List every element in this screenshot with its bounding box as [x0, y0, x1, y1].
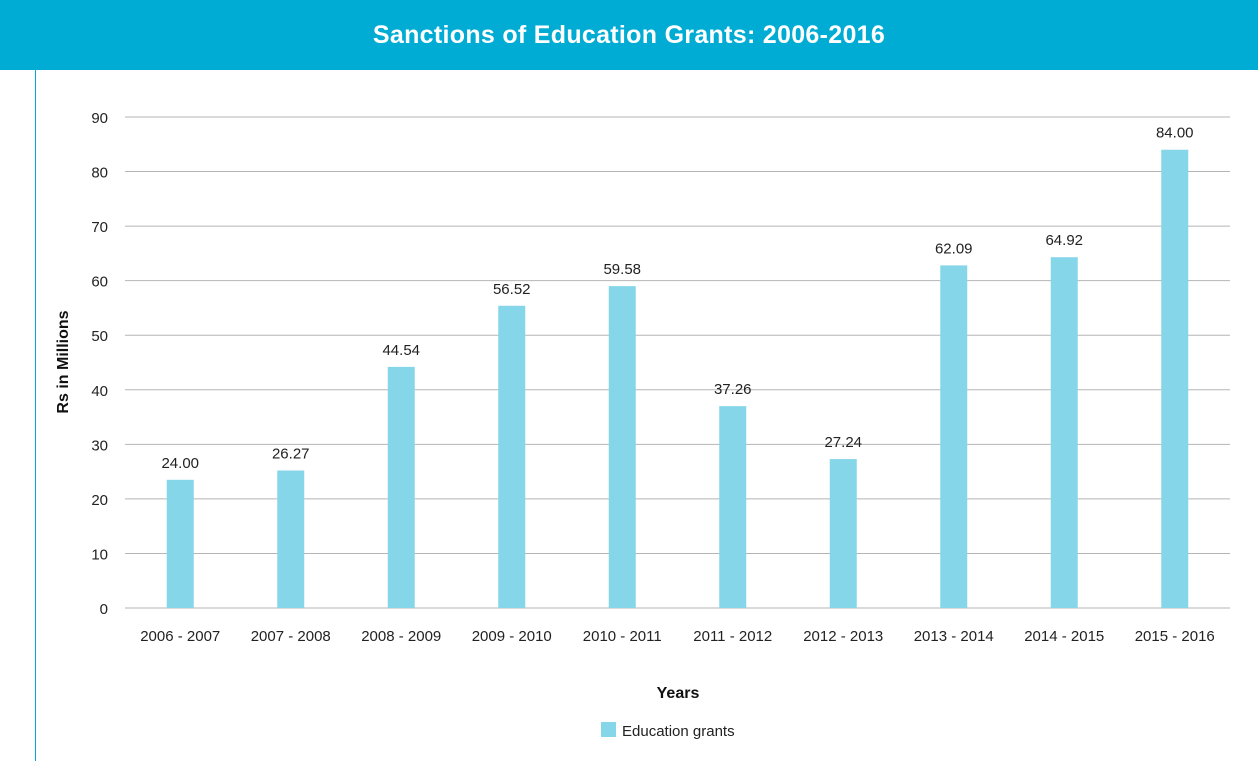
bar	[829, 459, 857, 608]
data-label: 62.09	[935, 240, 973, 257]
gridlines	[125, 116, 1230, 609]
data-labels: 24.00 26.27 44.54 56.52 59.58 37.26 27.24 62.09…	[161, 125, 1193, 472]
x-tick-label: 2011 - 2012	[693, 628, 772, 645]
x-tick-label: 2014 - 2015	[1024, 628, 1104, 645]
x-tick-label: 2009 - 2010	[472, 628, 552, 645]
x-tick-label: 2006 - 2007	[140, 628, 220, 645]
bar	[498, 305, 526, 608]
left-border-line	[35, 70, 36, 761]
data-label: 24.00	[161, 455, 199, 472]
x-tick-label: 2007 - 2008	[251, 628, 331, 645]
chart-header-banner: Sanctions of Education Grants: 2006-2016	[0, 0, 1258, 70]
bars	[166, 149, 1189, 608]
y-tick-label: 80	[91, 165, 108, 182]
y-tick-label: 60	[91, 274, 108, 291]
x-tick-label: 2012 - 2013	[803, 628, 883, 645]
bar	[1161, 149, 1189, 608]
bar	[1050, 257, 1078, 608]
bar	[166, 479, 194, 608]
bar	[608, 286, 636, 608]
legend-swatch	[601, 722, 616, 737]
bar	[940, 265, 968, 608]
y-tick-label: 10	[91, 546, 108, 563]
data-label: 26.27	[272, 446, 310, 463]
x-axis-ticks: 2006 - 2007 2007 - 2008 2008 - 2009 2009 - …	[140, 628, 1215, 645]
bar	[719, 406, 747, 608]
chart-title: Sanctions of Education Grants: 2006-2016	[372, 20, 886, 49]
data-label: 56.52	[493, 281, 531, 298]
bar	[277, 470, 305, 608]
y-tick-label: 30	[91, 437, 108, 454]
y-tick-label: 40	[91, 383, 108, 400]
legend-label: Education grants	[622, 723, 735, 740]
x-tick-label: 2013 - 2014	[914, 628, 994, 645]
y-tick-label: 20	[91, 492, 108, 509]
y-tick-label: 70	[91, 219, 108, 236]
y-axis-label: Rs in Millions	[55, 310, 72, 413]
legend: Education grants	[601, 722, 735, 740]
x-axis-label: Years	[657, 685, 700, 702]
bar	[387, 366, 415, 608]
data-label: 84.00	[1156, 125, 1194, 142]
data-label: 59.58	[603, 261, 641, 278]
data-label: 27.24	[824, 434, 862, 451]
data-label: 37.26	[714, 381, 752, 398]
y-tick-label: 90	[91, 110, 108, 127]
y-tick-label: 0	[100, 601, 108, 618]
y-axis-ticks: 0 10 20 30 40 50 60 70 80 90	[91, 110, 108, 618]
data-label: 64.92	[1045, 232, 1083, 249]
x-tick-label: 2008 - 2009	[361, 628, 441, 645]
x-tick-label: 2015 - 2016	[1135, 628, 1215, 645]
x-tick-label: 2010 - 2011	[583, 628, 662, 645]
data-label: 44.54	[382, 342, 420, 359]
y-tick-label: 50	[91, 328, 108, 345]
